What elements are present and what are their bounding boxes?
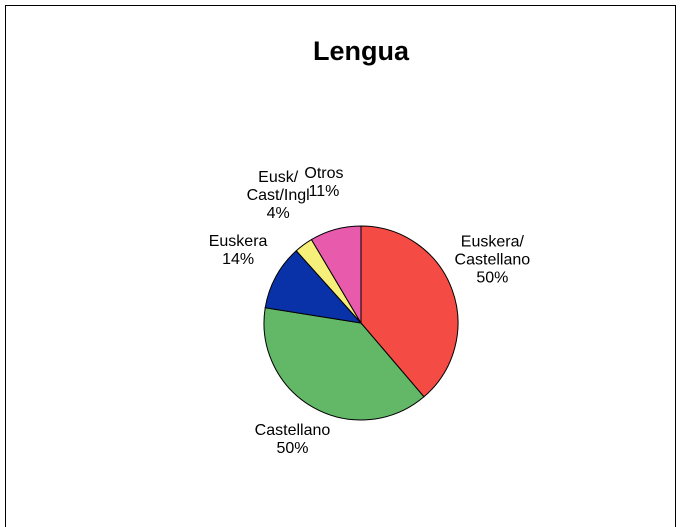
slice-label: Euskera [209,233,268,250]
slice-label-line: Cast/Ingl [247,187,310,204]
slice-value-label: 14% [222,251,254,268]
pie-slice [360,225,459,398]
slice-value-label: 11% [309,183,340,200]
chart-title: Lengua [313,36,410,66]
slice-label-line: Castellano [455,252,531,269]
slice-label: Otros [304,165,343,182]
slice-label: Castellano [255,422,331,439]
pie-slice [263,307,425,421]
pie-slice [264,250,363,324]
slice-label-line: Eusk/ [258,169,299,186]
slice-label: Eusk/Cast/Ingl [247,169,310,204]
pie-slice [310,225,362,325]
slice-value-label: 4% [267,205,290,222]
slice-value-label: 50% [476,270,508,287]
slice-label: Euskera/Castellano [455,234,531,269]
slice-label-line: Euskera/ [461,234,525,251]
slice-value-label: 50% [276,440,308,457]
